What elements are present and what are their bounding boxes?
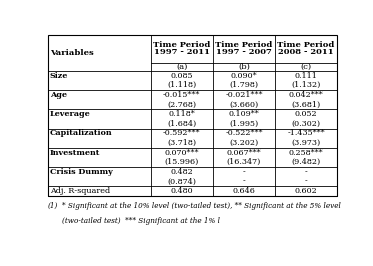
Text: (1.118): (1.118) [167,81,197,89]
Text: * Significant at the 10% level (two-tailed test), ** Significant at the 5% level: * Significant at the 10% level (two-tail… [62,202,341,210]
Text: 0.042***: 0.042*** [289,91,323,99]
Text: (two-tailed test)  *** Significant at the 1% l: (two-tailed test) *** Significant at the… [62,218,220,226]
Text: -0.592***: -0.592*** [163,129,201,138]
Text: 0.480: 0.480 [170,187,193,195]
Text: 0.602: 0.602 [295,187,317,195]
Text: (b): (b) [238,63,250,71]
Text: -1.435***: -1.435*** [287,129,325,138]
Text: 1997 - 2007: 1997 - 2007 [216,48,272,56]
Text: 1997 - 2011: 1997 - 2011 [154,48,210,56]
Text: (1.798): (1.798) [229,81,258,89]
Text: Time Period: Time Period [153,41,210,49]
Text: 0.258***: 0.258*** [289,149,323,157]
Text: (0.874): (0.874) [167,177,196,186]
Text: (1.995): (1.995) [229,120,258,128]
Text: 0.482: 0.482 [170,168,193,176]
Text: -0.021***: -0.021*** [225,91,263,99]
Text: 0.118*: 0.118* [168,110,195,118]
Text: 0.090*: 0.090* [231,72,257,80]
Text: Leverage: Leverage [50,110,91,118]
Text: -0.522***: -0.522*** [225,129,263,138]
Text: 0.646: 0.646 [232,187,256,195]
Text: (0.302): (0.302) [292,120,321,128]
Text: (1): (1) [48,202,59,210]
Text: -: - [305,168,307,176]
Text: (2.768): (2.768) [167,101,196,109]
Text: Size: Size [50,72,68,80]
Text: (3.681): (3.681) [291,101,321,109]
Text: Adj. R-squared: Adj. R-squared [50,187,110,195]
Text: (3.973): (3.973) [291,139,321,147]
Text: Crisis Dummy: Crisis Dummy [50,168,113,176]
Text: Time Period: Time Period [215,41,273,49]
Text: (3.660): (3.660) [229,101,258,109]
Text: -: - [305,177,307,186]
Text: (1.132): (1.132) [291,81,321,89]
Text: 0.111: 0.111 [295,72,317,80]
Text: (3.202): (3.202) [229,139,258,147]
Text: 2008 - 2011: 2008 - 2011 [278,48,334,56]
Text: 0.067***: 0.067*** [227,149,261,157]
Text: (16.347): (16.347) [227,158,261,166]
Text: -: - [242,168,245,176]
Text: Capitalization: Capitalization [50,129,112,138]
Text: (15.996): (15.996) [164,158,199,166]
Text: Time Period: Time Period [278,41,335,49]
Text: Investment: Investment [50,149,100,157]
Text: (3.718): (3.718) [167,139,196,147]
Text: -0.015***: -0.015*** [163,91,200,99]
Text: (c): (c) [301,63,311,71]
Bar [48,35,337,196]
Text: (1.684): (1.684) [167,120,197,128]
Text: (9.482): (9.482) [291,158,321,166]
Text: 0.085: 0.085 [170,72,193,80]
Text: -: - [242,177,245,186]
Text: Age: Age [50,91,67,99]
Text: 0.052: 0.052 [295,110,317,118]
Text: Variables: Variables [50,49,94,57]
Text: 0.070***: 0.070*** [164,149,199,157]
Text: (a): (a) [176,63,188,71]
Text: 0.109**: 0.109** [229,110,259,118]
